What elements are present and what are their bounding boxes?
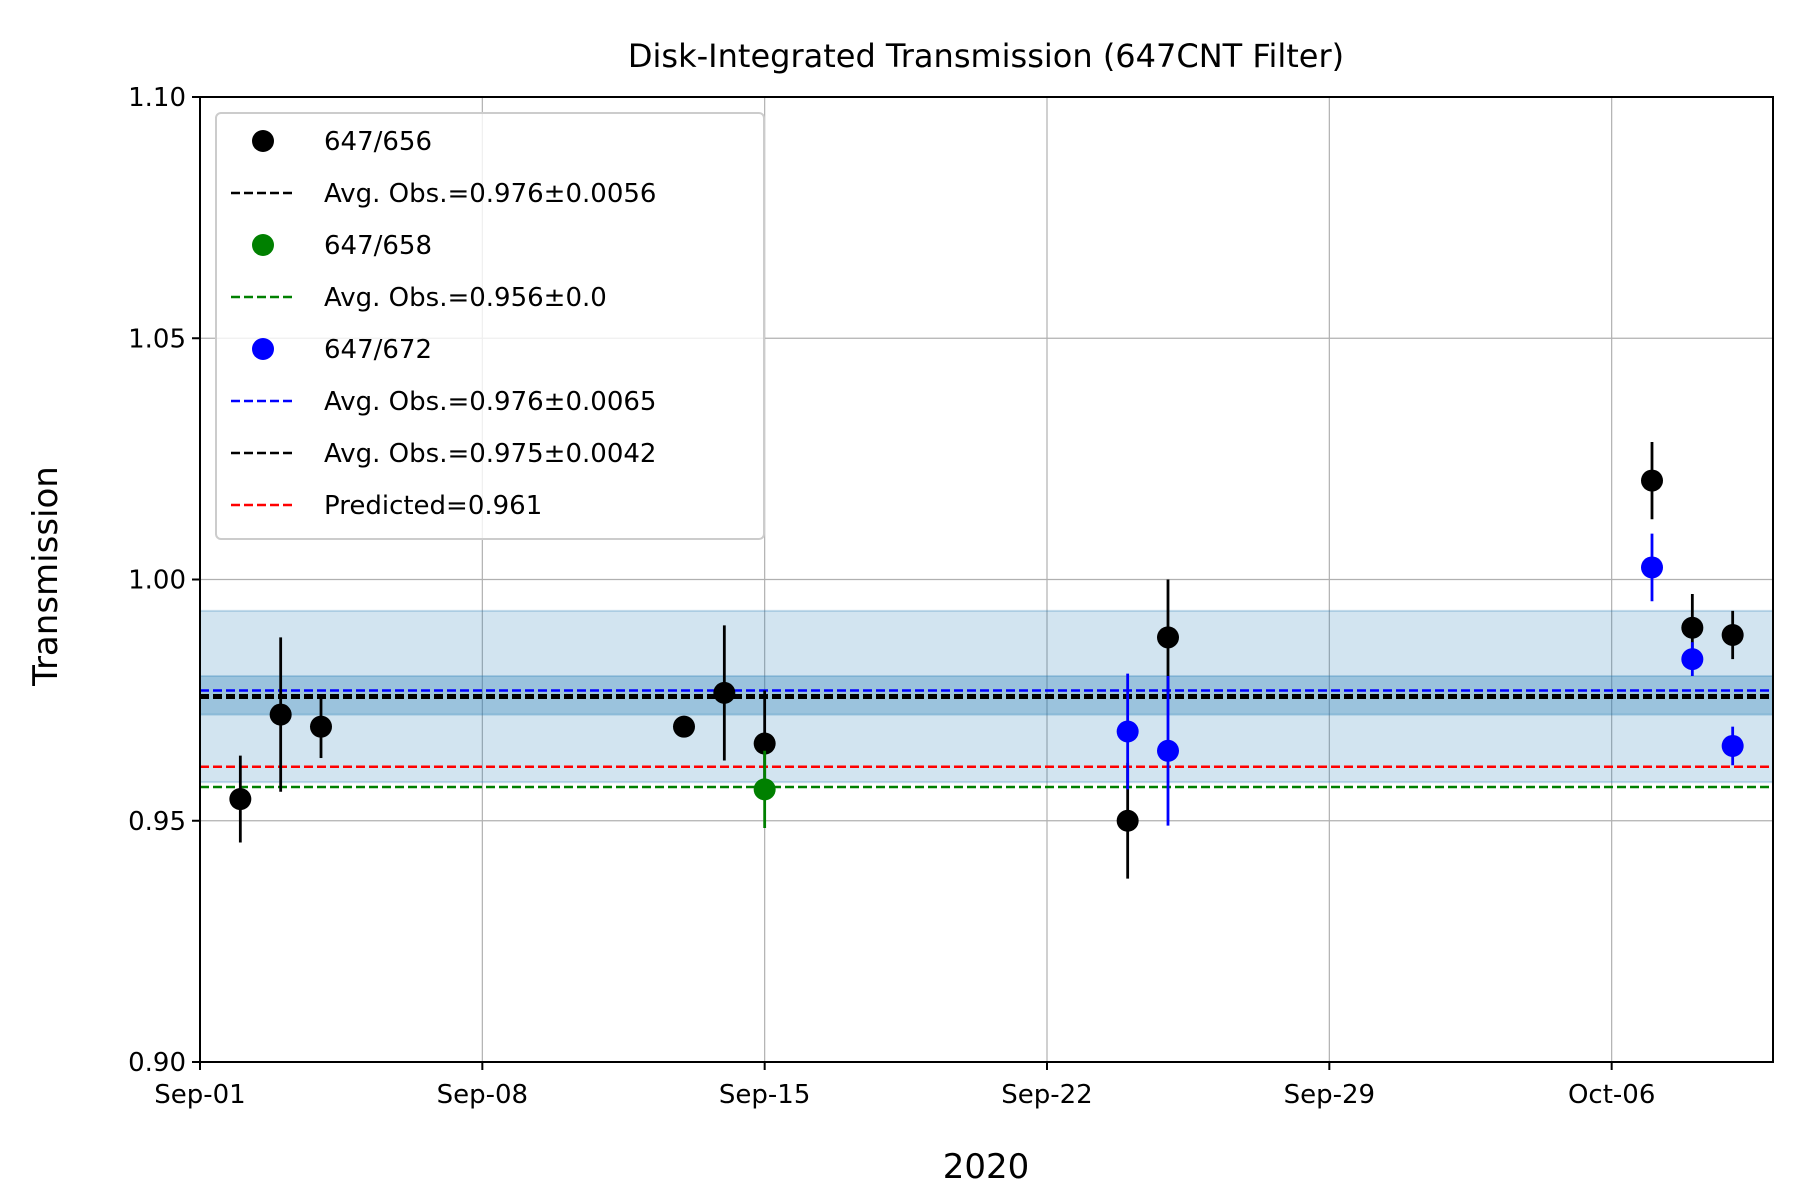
data-point (753, 732, 776, 755)
legend-label: 647/658 (324, 231, 432, 261)
data-point (1681, 648, 1704, 671)
legend-label: Avg. Obs.=0.976±0.0056 (324, 179, 656, 209)
x-tick-label: Sep-01 (154, 1080, 245, 1110)
legend: 647/656 Avg. Obs.=0.976±0.0056 647/658 Avg.… (215, 112, 765, 540)
legend-label: Avg. Obs.=0.976±0.0065 (324, 387, 656, 417)
legend-label: Avg. Obs.=0.975±0.0042 (324, 439, 656, 469)
data-point (1721, 734, 1744, 757)
data-point (269, 703, 292, 726)
data-point (1681, 616, 1704, 639)
plot-inner (200, 97, 1773, 1062)
x-tick-label: Sep-29 (1284, 1080, 1375, 1110)
y-axis-label: Transmission (26, 466, 66, 687)
legend-marker (252, 130, 274, 152)
data-point (753, 778, 776, 801)
data-point (229, 788, 252, 811)
y-tick-label: 0.95 (128, 807, 186, 837)
x-tick-label: Oct-06 (1568, 1080, 1655, 1110)
legend-label: 647/656 (324, 127, 432, 157)
y-tick-label: 1.10 (128, 83, 186, 113)
plot-area: Sep-01 Sep-08 Sep-15 Sep-22 Sep-29 Oct-06 0.90… (128, 83, 1774, 1110)
data-point (1721, 623, 1744, 646)
chart-title: Disk-Integrated Transmission (647CNT Fil… (628, 37, 1344, 75)
x-axis-label: 2020 (943, 1147, 1030, 1187)
data-point (310, 715, 332, 738)
x-tick-label: Sep-22 (1001, 1080, 1092, 1110)
data-point (673, 715, 695, 738)
x-tick-label: Sep-08 (437, 1080, 528, 1110)
x-tick-label: Sep-15 (719, 1080, 810, 1110)
legend-label: Avg. Obs.=0.956±0.0 (324, 283, 607, 313)
y-tick-label: 1.05 (128, 324, 186, 354)
legend-label: 647/672 (324, 335, 432, 365)
data-point (1116, 809, 1139, 832)
legend-marker (252, 338, 274, 360)
data-point (1157, 739, 1179, 762)
data-point (1157, 626, 1179, 649)
y-tick-label: 0.90 (128, 1048, 186, 1078)
y-tick-label: 1.00 (128, 566, 186, 596)
data-point (1641, 556, 1663, 579)
legend-marker (252, 234, 274, 256)
data-point (1116, 720, 1139, 743)
legend-label: Predicted=0.961 (324, 491, 542, 521)
data-point (1641, 469, 1663, 492)
data-point (713, 681, 736, 704)
legend-box (215, 112, 765, 540)
